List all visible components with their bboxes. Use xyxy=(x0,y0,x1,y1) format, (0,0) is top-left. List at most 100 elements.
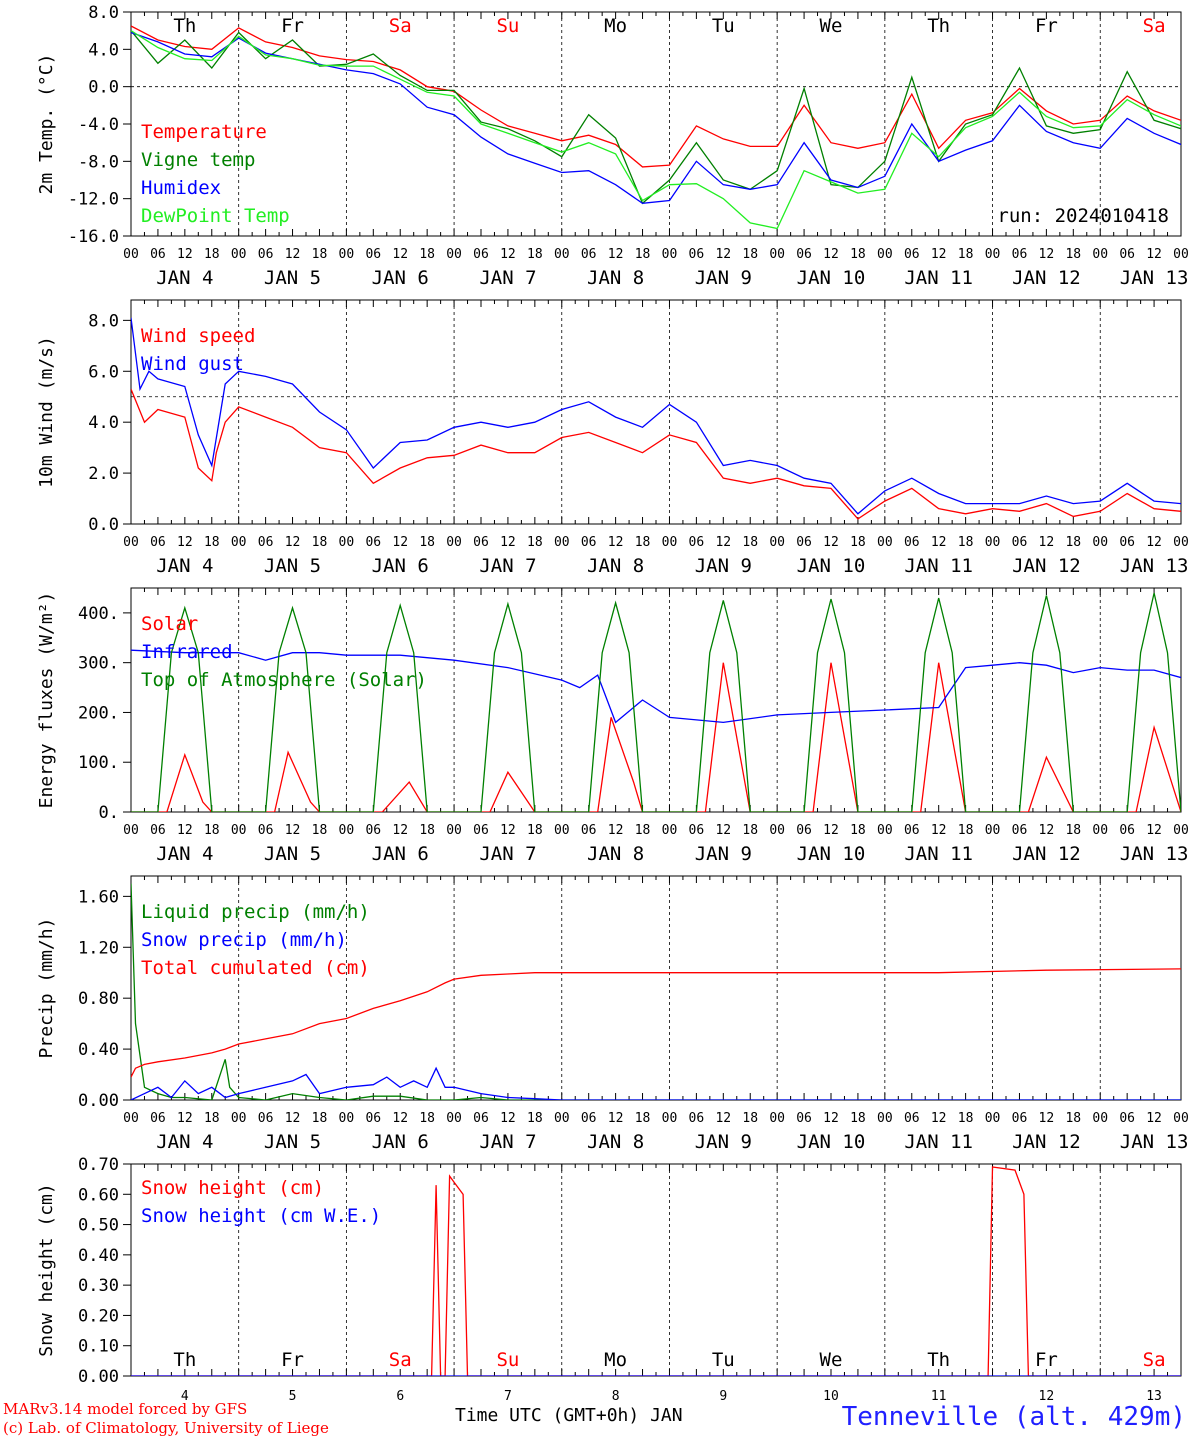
weekday-label: Fr xyxy=(1035,15,1058,37)
hour-tick-label: 06 xyxy=(473,1111,489,1126)
hour-tick-label: 00 xyxy=(877,1111,893,1126)
y-tick-label: 0.00 xyxy=(78,1091,119,1111)
date-label: JAN 9 xyxy=(695,1131,752,1153)
date-label: JAN 10 xyxy=(797,843,866,865)
date-label: JAN 4 xyxy=(156,1131,213,1153)
date-label: JAN 9 xyxy=(695,267,752,289)
y-tick-label: 0. xyxy=(99,803,119,823)
hour-tick-label: 00 xyxy=(877,247,893,262)
weekday-label: Fr xyxy=(1035,1349,1058,1371)
hour-tick-label: 12 xyxy=(608,535,624,550)
hour-tick-label: 06 xyxy=(1012,1111,1028,1126)
hour-tick-label: 12 xyxy=(1039,1111,1055,1126)
date-label: JAN 8 xyxy=(587,555,644,577)
weekday-label: Th xyxy=(173,15,196,37)
hour-tick-label: 18 xyxy=(527,823,543,838)
hour-tick-label: 18 xyxy=(742,247,758,262)
day-number-label: 9 xyxy=(719,1389,727,1404)
series-line xyxy=(131,30,1181,230)
hour-tick-label: 18 xyxy=(635,535,651,550)
weekday-label: Fr xyxy=(281,1349,304,1371)
hour-tick-label: 00 xyxy=(985,535,1001,550)
hour-tick-label: 00 xyxy=(1092,535,1108,550)
date-label: JAN 10 xyxy=(797,555,866,577)
y-axis-label: Snow height (cm) xyxy=(36,1183,57,1356)
hour-tick-label: 12 xyxy=(392,247,408,262)
hour-tick-label: 00 xyxy=(446,535,462,550)
hour-tick-label: 12 xyxy=(931,535,947,550)
legend-entry: Infrared xyxy=(141,641,233,663)
hour-tick-label: 00 xyxy=(554,247,570,262)
date-label: JAN 5 xyxy=(264,843,321,865)
date-label: JAN 4 xyxy=(156,843,213,865)
hour-tick-label: 00 xyxy=(231,247,247,262)
panel-2: 8.0 6.0 4.0 2.0 0.0 10m Wind (m/s) 00 06 12 18 00 0… xyxy=(36,299,1189,577)
date-label: JAN 6 xyxy=(372,843,429,865)
legend-entry: Humidex xyxy=(141,177,221,199)
weekday-label: Tu xyxy=(712,15,735,37)
hour-tick-label: 00 xyxy=(769,823,785,838)
hour-tick-label: 06 xyxy=(473,247,489,262)
y-tick-label: 0.0 xyxy=(88,515,119,535)
hour-tick-label: 06 xyxy=(1012,535,1028,550)
hour-tick-label: 12 xyxy=(1146,823,1162,838)
legend-entry: Wind speed xyxy=(141,325,255,347)
hour-tick-label: 06 xyxy=(365,1111,381,1126)
y-tick-label: 0.70 xyxy=(78,1155,119,1175)
hour-tick-label: 00 xyxy=(1173,247,1189,262)
hour-tick-label: 12 xyxy=(392,535,408,550)
hour-tick-label: 00 xyxy=(339,535,355,550)
hour-tick-label: 12 xyxy=(823,823,839,838)
hour-tick-label: 12 xyxy=(715,823,731,838)
hour-tick-label: 18 xyxy=(742,1111,758,1126)
hour-tick-label: 06 xyxy=(258,247,274,262)
hour-tick-label: 06 xyxy=(796,535,812,550)
weekday-label: Tu xyxy=(712,1349,735,1371)
hour-tick-label: 06 xyxy=(150,535,166,550)
hour-tick-label: 06 xyxy=(581,535,597,550)
hour-tick-label: 06 xyxy=(904,823,920,838)
legend-entry: DewPoint Temp xyxy=(141,205,290,227)
series-line xyxy=(131,388,1181,520)
day-number-label: 6 xyxy=(396,1389,404,1404)
series-line xyxy=(131,1166,1181,1376)
hour-tick-label: 12 xyxy=(715,247,731,262)
footer-credit-line: (c) Lab. of Climatology, University of L… xyxy=(3,1419,329,1437)
hour-tick-label: 12 xyxy=(931,1111,947,1126)
hour-tick-label: 12 xyxy=(392,1111,408,1126)
hour-tick-label: 00 xyxy=(1173,535,1189,550)
hour-tick-label: 00 xyxy=(123,823,139,838)
hour-tick-label: 00 xyxy=(662,247,678,262)
y-tick-label: 4.0 xyxy=(88,40,119,60)
day-number-label: 5 xyxy=(289,1389,297,1404)
date-label: JAN 6 xyxy=(372,267,429,289)
hour-tick-label: 06 xyxy=(365,247,381,262)
hour-tick-label: 18 xyxy=(204,535,220,550)
series-line xyxy=(131,883,1181,1100)
weekday-label: We xyxy=(820,1349,843,1371)
weekday-label: Sa xyxy=(1143,1349,1166,1371)
hour-tick-label: 12 xyxy=(1039,535,1055,550)
weekday-label: Mo xyxy=(604,1349,627,1371)
hour-tick-label: 12 xyxy=(1039,247,1055,262)
weekday-label: Mo xyxy=(604,15,627,37)
day-number-label: 12 xyxy=(1039,1389,1055,1404)
hour-tick-label: 18 xyxy=(527,1111,543,1126)
date-label: JAN 8 xyxy=(587,1131,644,1153)
date-label: JAN 6 xyxy=(372,555,429,577)
y-tick-label: 0.00 xyxy=(78,1367,119,1387)
run-annotation: run: 2024010418 xyxy=(997,205,1169,227)
y-tick-label: 0.10 xyxy=(78,1337,119,1357)
hour-tick-label: 18 xyxy=(312,823,328,838)
hour-tick-label: 00 xyxy=(1092,247,1108,262)
date-label: JAN 4 xyxy=(156,267,213,289)
date-label: JAN 11 xyxy=(904,267,973,289)
y-tick-label: 0.0 xyxy=(88,78,119,98)
hour-tick-label: 00 xyxy=(985,1111,1001,1126)
series-line xyxy=(131,25,1181,168)
y-tick-label: 1.60 xyxy=(78,887,119,907)
date-label: JAN 5 xyxy=(264,1131,321,1153)
hour-tick-label: 12 xyxy=(177,1111,193,1126)
hour-tick-label: 12 xyxy=(500,1111,516,1126)
